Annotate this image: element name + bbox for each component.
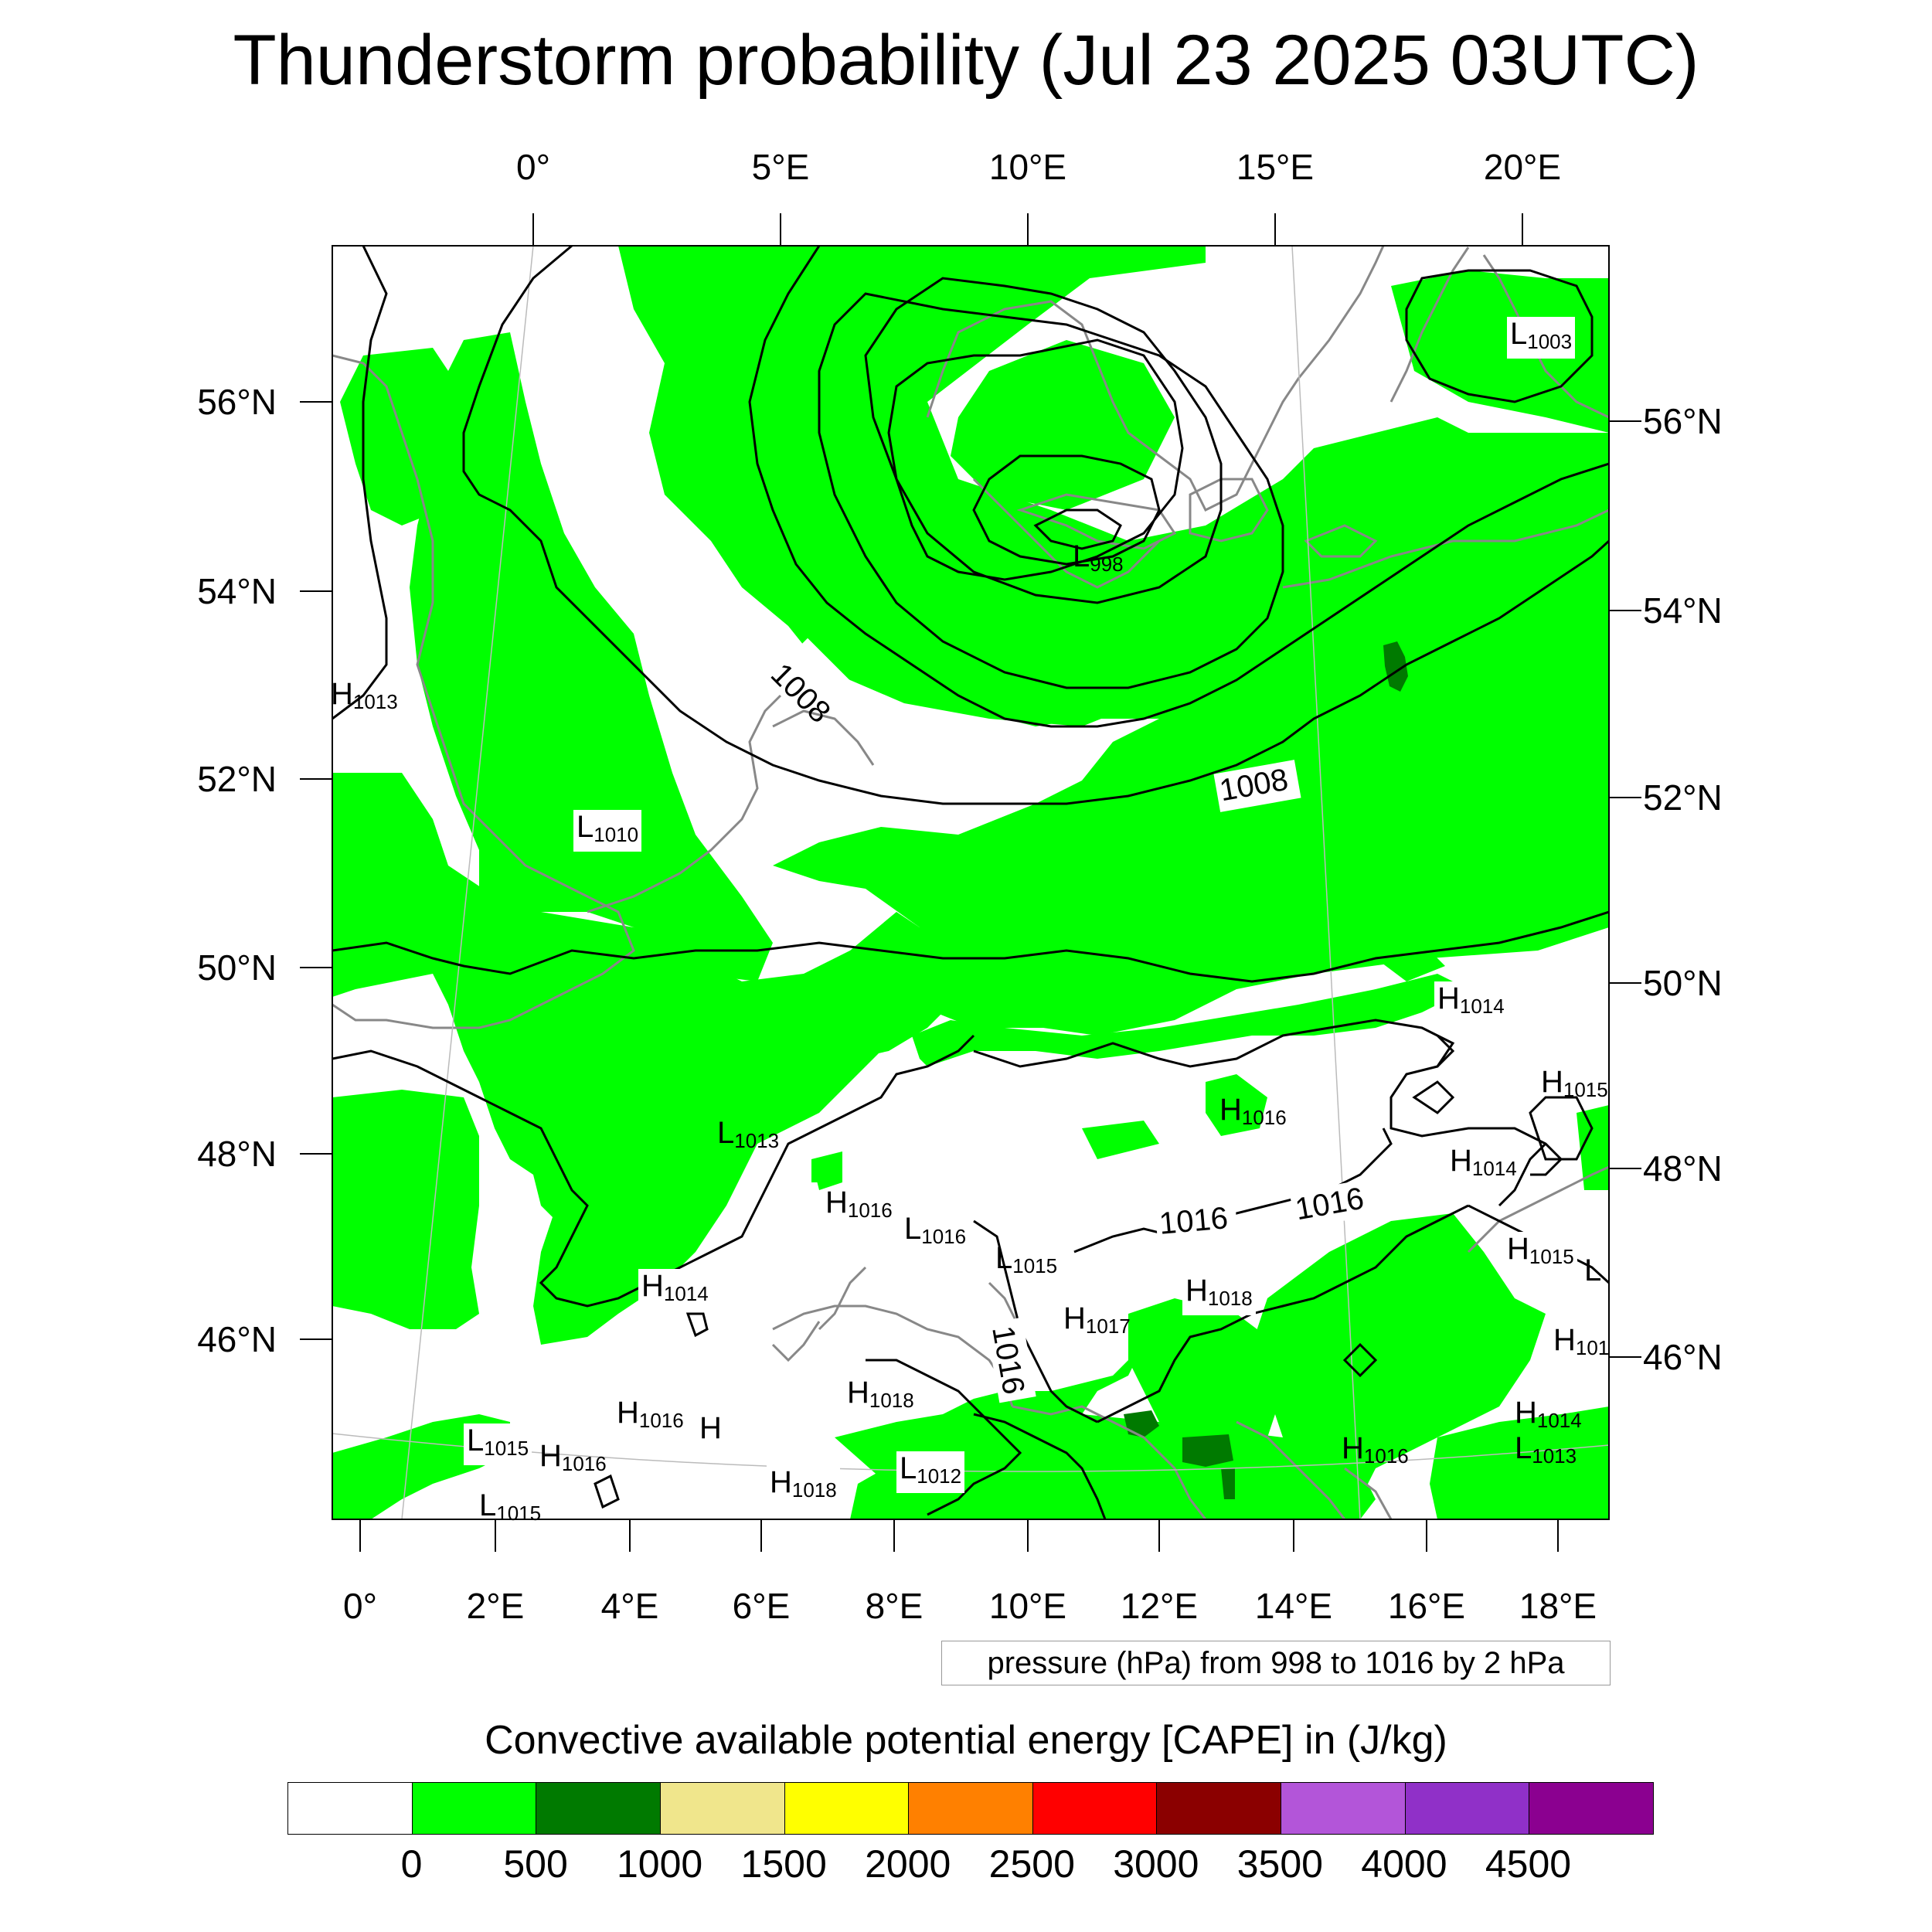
colorbar-box	[1281, 1783, 1406, 1834]
pressure-center-label: H1014	[1515, 1396, 1582, 1432]
pressure-center-label: L1015	[464, 1423, 532, 1465]
cape-green-areas	[332, 246, 1609, 1519]
left-lat-label: 50°N	[197, 947, 277, 988]
bottom-lon-label: 12°E	[1120, 1586, 1199, 1626]
colorbar-label: 2000	[865, 1842, 951, 1886]
pressure-center-label: H	[699, 1411, 722, 1445]
right-lat-label: 46°N	[1643, 1337, 1723, 1377]
pressure-center-label: H1015	[1504, 1232, 1577, 1274]
pressure-center-label: H1014	[638, 1269, 712, 1311]
pressure-center-label: H1017	[1063, 1301, 1131, 1338]
pressure-center-label: H1018	[1182, 1274, 1256, 1315]
bottom-lon-label: 2°E	[466, 1586, 525, 1626]
pressure-center-label: H1016	[617, 1396, 684, 1432]
isobar-label: 1016	[1158, 1201, 1230, 1241]
bottom-lon-label: 4°E	[600, 1586, 659, 1626]
left-lat-label: 56°N	[197, 382, 277, 422]
right-lat-label: 56°N	[1643, 401, 1723, 441]
colorbar-box	[1157, 1783, 1282, 1834]
pressure-center-label: L1013	[717, 1116, 780, 1152]
pressure-center-label: H1014	[1450, 1144, 1517, 1180]
pressure-center-label: L1012	[896, 1451, 965, 1493]
pressure-center-label: L1015	[479, 1488, 542, 1525]
bottom-lon-label: 10°E	[988, 1586, 1067, 1626]
colorbar-label: 3000	[1113, 1842, 1199, 1886]
pressure-center-label: H1016	[1342, 1431, 1409, 1468]
pressure-center-label: L	[1584, 1253, 1602, 1287]
colorbar-label: 4000	[1361, 1842, 1447, 1886]
colorbar-title: Convective available potential energy [C…	[485, 1718, 1447, 1763]
bottom-lon-label: 14°E	[1254, 1586, 1333, 1626]
bottom-lon-label: 18°E	[1519, 1586, 1597, 1626]
right-lat-label: 52°N	[1643, 777, 1723, 818]
colorbar	[287, 1782, 1654, 1835]
colorbar-box	[1405, 1783, 1530, 1834]
colorbar-box	[1032, 1783, 1158, 1834]
colorbar-box	[909, 1783, 1033, 1834]
left-lat-label: 52°N	[197, 759, 277, 799]
chart-title: Thunderstorm probability (Jul 23 2025 03…	[233, 21, 1699, 100]
top-lon-label: 0°	[516, 147, 550, 187]
pressure-center-label: H1015	[1541, 1065, 1608, 1101]
tick-marks	[300, 213, 1641, 1552]
colorbar-box	[660, 1783, 785, 1834]
pressure-center-label: L1015	[995, 1241, 1058, 1277]
pressure-note: pressure (hPa) from 998 to 1016 by 2 hPa	[941, 1641, 1611, 1685]
pressure-center-label: H1014	[1434, 981, 1508, 1023]
pressure-center-label: L1010	[573, 810, 642, 852]
top-lon-label: 20°E	[1483, 147, 1562, 187]
colorbar-box	[784, 1783, 910, 1834]
top-lon-label: 15°E	[1236, 147, 1315, 187]
pressure-center-label: L1016	[904, 1212, 967, 1248]
pressure-center-label: H1018	[844, 1376, 917, 1417]
pressure-center-label: H1016	[539, 1439, 607, 1475]
bottom-lon-label: 16°E	[1387, 1586, 1466, 1626]
bottom-lon-label: 0°	[343, 1586, 377, 1626]
colorbar-label: 3500	[1236, 1842, 1323, 1886]
pressure-center-label: H101	[1553, 1323, 1610, 1359]
colorbar-label: 2500	[988, 1842, 1075, 1886]
pressure-center-label: L1003	[1507, 317, 1576, 359]
pressure-center-label: H1016	[1219, 1093, 1287, 1129]
colorbar-box	[288, 1783, 413, 1834]
pressure-center-label: H1013	[331, 677, 398, 713]
left-lat-label: 54°N	[197, 571, 277, 611]
colorbar-box	[412, 1783, 537, 1834]
left-lat-label: 46°N	[197, 1319, 277, 1359]
pressure-center-label: L998	[1073, 539, 1124, 576]
right-lat-label: 50°N	[1643, 963, 1723, 1003]
isobars	[332, 246, 1609, 1519]
pressure-center-label: H1018	[767, 1465, 840, 1507]
colorbar-label: 1000	[617, 1842, 703, 1886]
pressure-center-label: L1013	[1515, 1431, 1577, 1468]
top-lon-label: 10°E	[988, 147, 1067, 187]
colorbar-box	[1529, 1783, 1654, 1834]
colorbar-label: 4500	[1485, 1842, 1572, 1886]
isobar-label-boxes	[780, 638, 1376, 1403]
bottom-lon-label: 8°E	[865, 1586, 923, 1626]
left-lat-label: 48°N	[197, 1134, 277, 1174]
bottom-lon-label: 6°E	[732, 1586, 791, 1626]
colorbar-label: 0	[400, 1842, 423, 1886]
colorbar-label: 1500	[740, 1842, 827, 1886]
right-lat-label: 54°N	[1643, 590, 1723, 631]
right-lat-label: 48°N	[1643, 1148, 1723, 1189]
colorbar-label: 500	[503, 1842, 568, 1886]
pressure-center-label: H1016	[825, 1185, 893, 1222]
top-lon-label: 5°E	[751, 147, 810, 187]
colorbar-box	[536, 1783, 661, 1834]
